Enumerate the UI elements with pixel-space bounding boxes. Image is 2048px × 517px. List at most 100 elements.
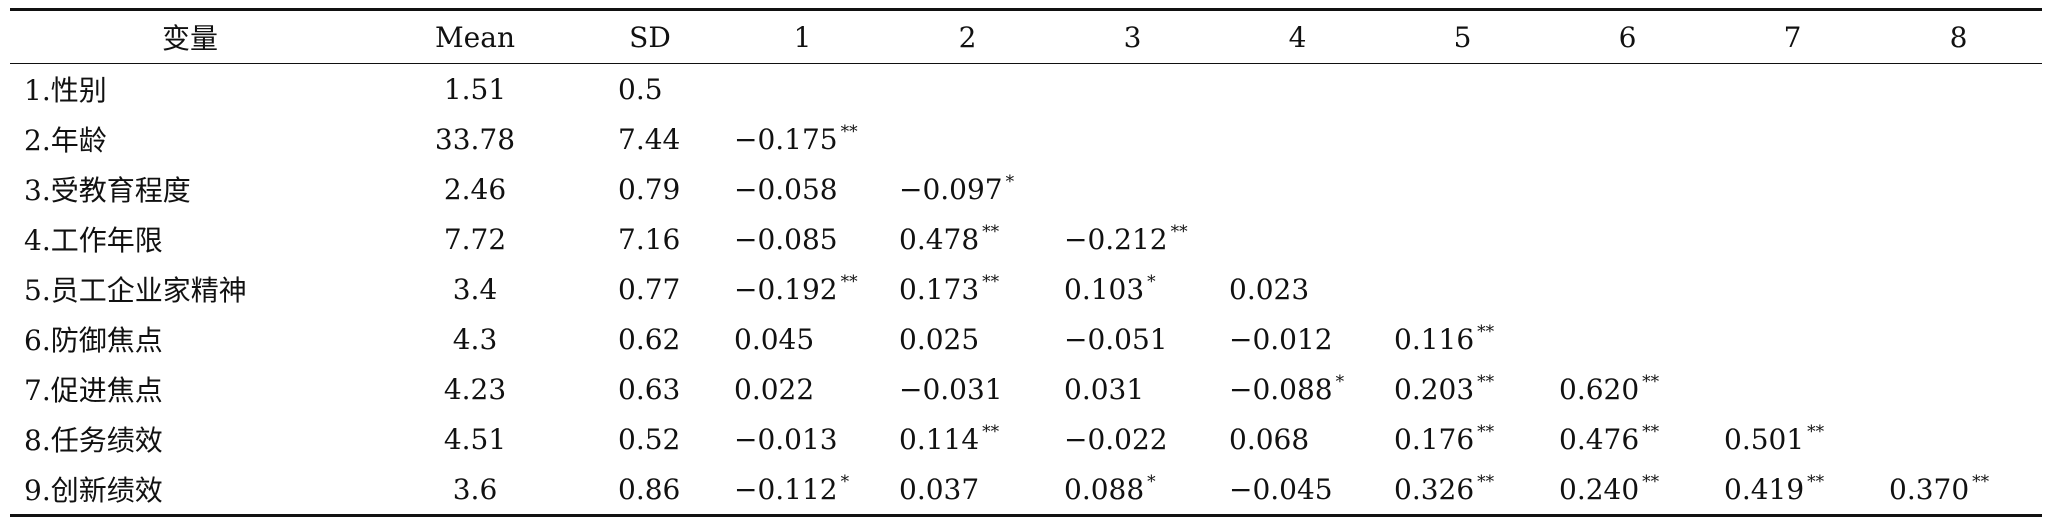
- correlation-cell: [1380, 164, 1545, 214]
- correlation-cell: [1215, 114, 1380, 164]
- correlation-cell: [1710, 214, 1875, 264]
- correlation-cell: [1710, 164, 1875, 214]
- header-row: 变量 Mean SD 1 2 3 4 5 6 7 8: [10, 9, 2042, 64]
- correlation-cell: [1710, 114, 1875, 164]
- correlation-cell: [1545, 164, 1710, 214]
- significance-mark: **: [1642, 472, 1660, 492]
- significance-mark: **: [1477, 322, 1495, 342]
- significance-mark: *: [1147, 472, 1156, 492]
- correlation-cell: 0.023: [1215, 264, 1380, 314]
- correlation-cell: 0.620 **: [1545, 364, 1710, 414]
- correlation-value: 0.501: [1724, 423, 1805, 456]
- variable-name: 6.防御焦点: [24, 324, 163, 357]
- correlation-value: 0.173: [899, 273, 980, 306]
- correlation-cell: [1710, 364, 1875, 414]
- correlation-cell: −0.112 *: [720, 464, 885, 516]
- correlation-cell: 0.476 **: [1545, 414, 1710, 464]
- correlation-cell: [1050, 114, 1215, 164]
- significance-mark: **: [840, 272, 858, 292]
- correlation-cell: 0.068: [1215, 414, 1380, 464]
- column-header: 2: [958, 20, 977, 54]
- correlation-value: 0.620: [1559, 373, 1640, 406]
- correlation-cell: −0.085: [720, 214, 885, 264]
- correlation-cell: −0.012: [1215, 314, 1380, 364]
- correlation-value: 0.031: [1064, 372, 1145, 406]
- column-header: 3: [1123, 20, 1142, 54]
- correlation-cell: 0.326 **: [1380, 464, 1545, 516]
- mean-value: 4.23: [443, 372, 507, 406]
- variable-name: 7.促进焦点: [24, 374, 163, 407]
- mean-value: 33.78: [434, 122, 516, 156]
- significance-mark: **: [1807, 472, 1825, 492]
- correlation-cell: 0.116 **: [1380, 314, 1545, 364]
- correlation-cell: −0.097 *: [885, 164, 1050, 214]
- correlation-cell: 0.037: [885, 464, 1050, 516]
- correlation-cell: [1545, 64, 1710, 115]
- correlation-cell: 0.022: [720, 364, 885, 414]
- correlation-cell: 0.176 **: [1380, 414, 1545, 464]
- correlation-value: 0.103: [1064, 273, 1145, 306]
- correlation-cell: [1545, 264, 1710, 314]
- correlation-value: −0.022: [1064, 422, 1168, 456]
- significance-mark: *: [840, 472, 850, 492]
- sd-value: 0.79: [618, 172, 681, 206]
- correlation-value: 0.114: [899, 423, 980, 456]
- correlation-cell: [1875, 64, 2042, 115]
- correlation-cell: 0.419 **: [1710, 464, 1875, 516]
- correlation-cell: −0.088 *: [1215, 364, 1380, 414]
- correlation-value: 0.088: [1064, 473, 1145, 506]
- column-header: SD: [629, 20, 671, 54]
- table-row: 4.工作年限 7.72 7.16 −0.085 0.478 ** −0.212 **: [10, 214, 2042, 264]
- correlation-cell: 0.173 **: [885, 264, 1050, 314]
- correlation-cell: [1545, 314, 1710, 364]
- correlation-cell: 0.370 **: [1875, 464, 2042, 516]
- variable-name: 1.性别: [24, 74, 107, 107]
- correlation-value: 0.176: [1394, 423, 1475, 456]
- table-row: 7.促进焦点 4.23 0.63 0.022 −0.031 0.031 −0.088 * 0.2…: [10, 364, 2042, 414]
- correlation-value: −0.085: [734, 222, 838, 256]
- correlation-cell: −0.013: [720, 414, 885, 464]
- correlation-cell: 0.031: [1050, 364, 1215, 414]
- sd-value: 0.63: [618, 372, 681, 406]
- correlation-cell: [1380, 214, 1545, 264]
- table-row: 8.任务绩效 4.51 0.52 −0.013 0.114 ** −0.022 0.068 0.…: [10, 414, 2042, 464]
- significance-mark: **: [1972, 472, 1990, 492]
- correlation-cell: −0.192 **: [720, 264, 885, 314]
- correlation-value: −0.058: [734, 172, 838, 206]
- correlation-cell: [1215, 64, 1380, 115]
- correlation-value: −0.192: [734, 273, 838, 306]
- sd-value: 0.77: [618, 272, 681, 306]
- sd-value: 0.86: [618, 472, 681, 506]
- correlation-value: −0.212: [1064, 223, 1168, 256]
- mean-value: 2.46: [443, 172, 507, 206]
- correlation-cell: [1215, 214, 1380, 264]
- correlation-cell: [1380, 264, 1545, 314]
- significance-mark: *: [1147, 272, 1156, 292]
- significance-mark: **: [1807, 422, 1825, 442]
- column-header: 1: [793, 20, 812, 54]
- correlation-cell: [1710, 64, 1875, 115]
- correlation-value: 0.478: [899, 223, 980, 256]
- sd-value: 0.62: [618, 322, 681, 356]
- correlation-cell: 0.114 **: [885, 414, 1050, 464]
- table-row: 1.性别 1.51 0.5: [10, 64, 2042, 115]
- correlation-value: −0.051: [1064, 322, 1168, 356]
- correlation-value: 0.037: [899, 472, 980, 506]
- mean-value: 3.4: [452, 272, 498, 306]
- correlation-value: 0.240: [1559, 473, 1640, 506]
- correlation-value: 0.023: [1229, 272, 1310, 306]
- significance-mark: *: [1335, 372, 1345, 392]
- significance-mark: **: [1477, 472, 1495, 492]
- table-row: 5.员工企业家精神 3.4 0.77 −0.192 ** 0.173 ** 0.103 * 0.0…: [10, 264, 2042, 314]
- correlation-cell: [885, 64, 1050, 115]
- correlation-cell: [1050, 164, 1215, 214]
- correlation-cell: −0.022: [1050, 414, 1215, 464]
- correlation-cell: 0.088 *: [1050, 464, 1215, 516]
- correlation-value: −0.088: [1229, 373, 1333, 406]
- correlation-cell: 0.203 **: [1380, 364, 1545, 414]
- correlation-cell: [720, 64, 885, 115]
- column-header: 变量: [161, 22, 218, 55]
- correlation-cell: 0.501 **: [1710, 414, 1875, 464]
- correlation-cell: [1380, 64, 1545, 115]
- significance-mark: **: [1642, 372, 1660, 392]
